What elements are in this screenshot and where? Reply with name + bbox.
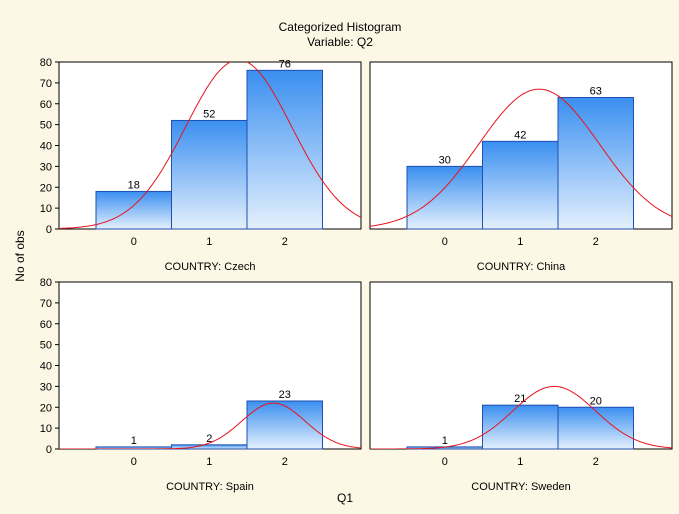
bar-value-label: 20: [590, 395, 602, 407]
x-tick-label: 2: [282, 236, 288, 248]
bar-1: [482, 404, 559, 450]
y-tick-label: 60: [40, 99, 52, 111]
y-tick-label: 80: [40, 57, 52, 69]
chart-subtitle: Variable: Q2: [307, 35, 373, 49]
bar-0: [95, 190, 172, 230]
x-tick-label: 2: [593, 236, 599, 248]
bar-1: [482, 140, 559, 230]
bar-2: [557, 406, 634, 450]
normal-fit-curve: [59, 402, 361, 449]
y-axis-label: No of obs: [13, 230, 27, 281]
bar-value-label: 30: [439, 154, 451, 166]
x-tick-label: 0: [131, 456, 137, 468]
y-tick-label: 30: [40, 381, 52, 393]
chart-panel-3: 1 21 20 0 1 2 COUNTRY: Sweden: [369, 281, 673, 493]
chart-title: Categorized Histogram: [279, 20, 402, 34]
bar-value-label: 1: [131, 435, 137, 447]
chart-panel-0: 0 10 20 30 40 50 60 70 80 18 52 76 0 1 2 COUNTRY: Czech: [40, 57, 362, 273]
panel-label: COUNTRY: China: [477, 261, 566, 273]
chart-panel-2: 0 10 20 30 40 50 60 70 80 1 2 23 0 1 2 COUNTRY: Spain: [40, 277, 362, 493]
y-tick-label: 50: [40, 340, 52, 352]
bar-0: [406, 165, 483, 230]
x-tick-label: 1: [206, 236, 212, 248]
panel-label: COUNTRY: Czech: [165, 261, 256, 273]
y-tick-label: 0: [46, 444, 52, 456]
bar-value-label: 18: [128, 179, 140, 191]
y-tick-label: 10: [40, 423, 52, 435]
x-tick-label: 2: [593, 456, 599, 468]
normal-fit-curve: [370, 88, 672, 227]
bar-2: [246, 69, 323, 230]
y-tick-label: 50: [40, 120, 52, 132]
bar-2: [557, 96, 634, 230]
y-tick-label: 10: [40, 203, 52, 215]
y-tick-label: 80: [40, 277, 52, 289]
x-axis-label: Q1: [337, 491, 353, 505]
y-tick-label: 70: [40, 298, 52, 310]
chart-panel-1: 30 42 63 0 1 2 COUNTRY: China: [369, 61, 673, 273]
x-tick-label: 0: [442, 456, 448, 468]
bar-value-label: 52: [203, 108, 215, 120]
y-tick-label: 20: [40, 402, 52, 414]
bar-value-label: 21: [514, 393, 526, 405]
x-tick-label: 1: [517, 236, 523, 248]
x-tick-label: 2: [282, 456, 288, 468]
y-tick-label: 70: [40, 78, 52, 90]
bar-value-label: 1: [442, 435, 448, 447]
normal-fit-curve: [59, 62, 361, 229]
normal-fit-curve: [370, 385, 672, 449]
bar-value-label: 23: [279, 389, 291, 401]
x-tick-label: 0: [131, 236, 137, 248]
y-tick-label: 40: [40, 141, 52, 153]
y-tick-label: 40: [40, 361, 52, 373]
bar-value-label: 2: [206, 433, 212, 445]
y-tick-label: 20: [40, 182, 52, 194]
x-tick-label: 1: [517, 456, 523, 468]
panel-label: COUNTRY: Sweden: [471, 481, 570, 493]
x-tick-label: 0: [442, 236, 448, 248]
bar-1: [171, 119, 248, 230]
y-tick-label: 0: [46, 224, 52, 236]
bar-value-label: 63: [590, 85, 602, 97]
x-tick-label: 1: [206, 456, 212, 468]
y-tick-label: 60: [40, 319, 52, 331]
bar-value-label: 42: [514, 129, 526, 141]
y-tick-label: 30: [40, 161, 52, 173]
panel-label: COUNTRY: Spain: [166, 481, 254, 493]
bar-value-label: 76: [279, 58, 291, 70]
